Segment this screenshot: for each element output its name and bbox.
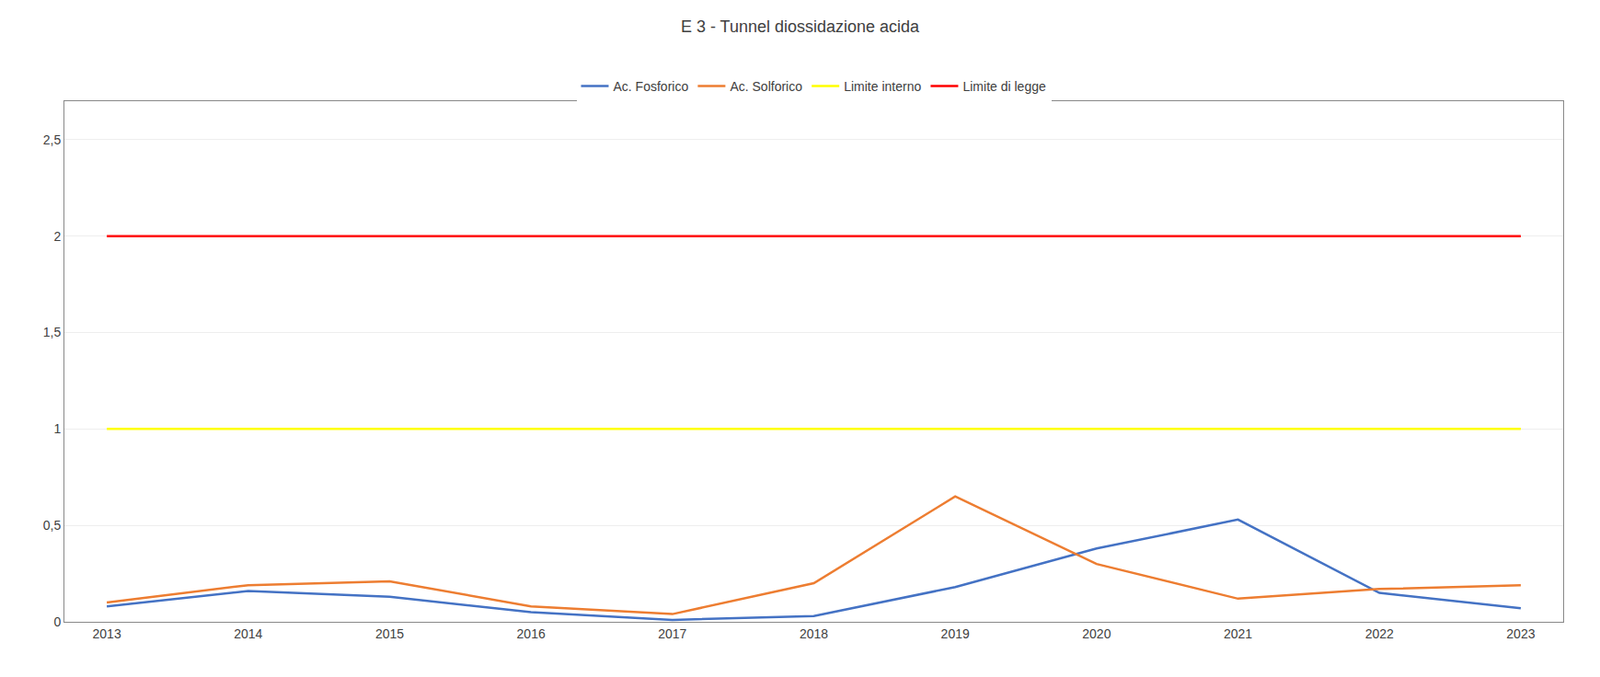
svg-text:2019: 2019: [941, 626, 970, 642]
svg-text:1,5: 1,5: [43, 324, 62, 340]
svg-text:E 3 - Tunnel diossidazione aci: E 3 - Tunnel diossidazione acida: [680, 17, 921, 36]
svg-text:2,5: 2,5: [43, 132, 62, 148]
svg-text:2018: 2018: [799, 626, 829, 642]
svg-text:Limite di legge: Limite di legge: [962, 79, 1046, 94]
svg-text:2017: 2017: [657, 626, 687, 642]
svg-text:2016: 2016: [517, 626, 546, 642]
svg-text:2022: 2022: [1365, 626, 1394, 642]
svg-text:0: 0: [53, 614, 61, 630]
svg-text:2014: 2014: [233, 626, 263, 642]
svg-text:Ac. Solforico: Ac. Solforico: [729, 79, 803, 94]
svg-text:2023: 2023: [1506, 626, 1535, 642]
svg-text:2021: 2021: [1223, 626, 1253, 642]
svg-text:2: 2: [53, 229, 61, 244]
svg-text:Ac. Fosforico: Ac. Fosforico: [613, 79, 690, 94]
svg-text:2013: 2013: [92, 626, 122, 642]
svg-text:1: 1: [53, 421, 61, 437]
svg-text:2015: 2015: [375, 626, 404, 642]
svg-text:2020: 2020: [1082, 626, 1111, 642]
svg-text:0,5: 0,5: [43, 517, 62, 533]
svg-text:Limite interno: Limite interno: [843, 79, 921, 94]
